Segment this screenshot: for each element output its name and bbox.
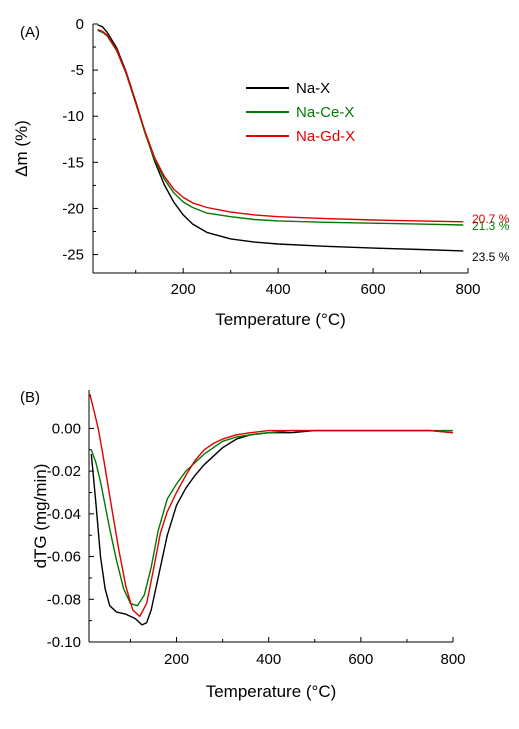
x-tick-label: 600: [361, 281, 386, 298]
x-axis-title: Temperature (°C): [215, 310, 346, 329]
panel-a: 200 400 600 800 0 -5 -10 -15 -20 -25 Temperature (…: [12, 16, 510, 329]
end-value-label: 21.3 %: [472, 219, 510, 233]
series-line-na-gd-x: [89, 394, 454, 618]
y-tick-label: -0.08: [47, 591, 81, 608]
x-tick-label: 400: [256, 651, 281, 668]
y-tick-label: -10: [62, 108, 84, 125]
x-tick-label: 800: [440, 651, 465, 668]
y-tick-label: 0: [76, 16, 84, 33]
y-tick-label: -5: [71, 62, 84, 79]
y-tick-label: -25: [62, 247, 84, 264]
y-tick-label: -0.06: [47, 549, 81, 566]
panel-b: 200 400 600 800 0.00 -0.02 -0.04 -0.06 -0.08 -0.1…: [20, 389, 466, 701]
x-axis-title: Temperature (°C): [206, 682, 337, 701]
y-tick-label: -0.04: [47, 506, 81, 523]
series-line-na-ce-x: [90, 429, 453, 607]
x-tick-label: 400: [266, 281, 291, 298]
end-value-label: 20.7 %: [472, 212, 510, 226]
series-line-na-gd-x: [97, 28, 464, 223]
y-axis-title: dTG (mg/min): [31, 464, 50, 569]
legend-label: Na-Gd-X: [296, 128, 355, 145]
end-value-label: 23.5 %: [472, 250, 510, 264]
x-tick-label: 800: [455, 281, 480, 298]
x-tick-label: 200: [164, 651, 189, 668]
legend-label: Na-Ce-X: [296, 104, 354, 121]
y-tick-label: -0.10: [47, 634, 81, 651]
x-tick-label: 600: [348, 651, 373, 668]
y-tick-label: 0.00: [52, 420, 81, 437]
y-tick-label: -0.02: [47, 463, 81, 480]
legend: Na-X Na-Ce-X Na-Gd-X: [246, 80, 355, 145]
x-tick-label: 200: [171, 281, 196, 298]
series-line-na-x: [90, 429, 454, 626]
y-axis-title: Δm (%): [12, 120, 31, 177]
panel-label: (A): [20, 24, 40, 41]
panel-label: (B): [20, 389, 40, 406]
legend-label: Na-X: [296, 80, 330, 97]
series-line-na-ce-x: [97, 29, 464, 226]
y-tick-label: -20: [62, 200, 84, 217]
y-tick-label: -15: [62, 154, 84, 171]
